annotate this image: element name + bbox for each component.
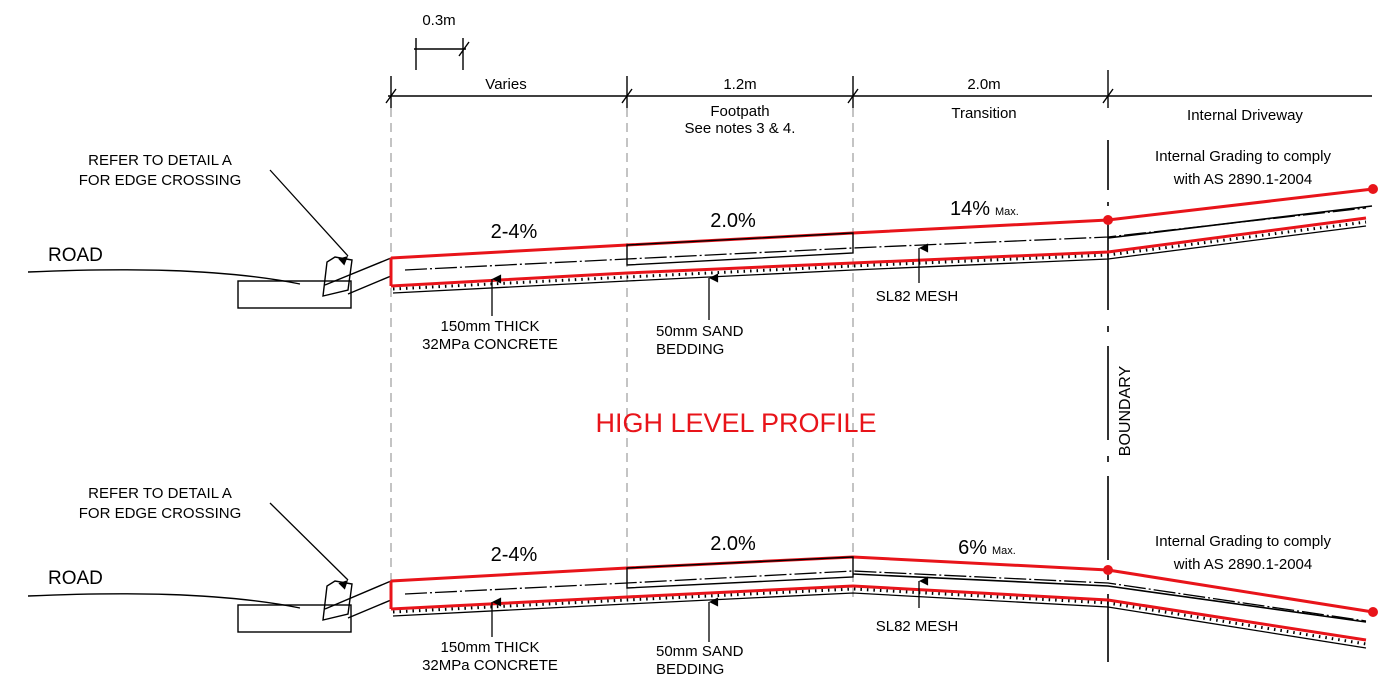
- kerb-profile: [322, 580, 353, 621]
- footpath-recess: [626, 556, 854, 589]
- slash-tick: [458, 41, 470, 57]
- footpath-width-label: 1.2m: [723, 76, 756, 93]
- driveway-end-point: [1368, 607, 1378, 617]
- driveway-end-point: [1368, 184, 1378, 194]
- mesh-label: SL82 MESH: [876, 618, 959, 635]
- edge-ref-label-line2: FOR EDGE CROSSING: [79, 172, 242, 189]
- slash-tick: [1102, 88, 1114, 104]
- concrete-label-line2: 32MPa CONCRETE: [422, 657, 558, 674]
- sand-bedding-stipple: [392, 220, 1367, 291]
- boundary-label: BOUNDARY: [1117, 365, 1134, 456]
- dimension-chain: [385, 38, 1372, 108]
- transition-width-label: 2.0m: [967, 76, 1000, 93]
- footpath-title: Footpath: [710, 103, 769, 120]
- footpath-recess: [626, 232, 854, 266]
- transition-title: Transition: [951, 105, 1016, 122]
- reinforcement-mesh: [404, 570, 1367, 622]
- concrete-label-line2: 32MPa CONCRETE: [422, 336, 558, 353]
- guide-lines: [390, 108, 854, 600]
- profile-high-level: ROAD REFER TO DETAIL A FOR EDGE CROSSING…: [27, 148, 1378, 358]
- edge-ref-label-line1: REFER TO DETAIL A: [88, 152, 232, 169]
- profile-low-level: ROAD REFER TO DETAIL A FOR EDGE CROSSING…: [27, 485, 1378, 678]
- internal-grading-line2: with AS 2890.1-2004: [1173, 556, 1312, 573]
- edge-ref-leader: [269, 169, 349, 266]
- road-surface-line: [27, 593, 301, 609]
- sand-bedding-line: [392, 592, 1367, 649]
- grade-footpath: 2.0%: [710, 210, 756, 232]
- edge-ref-label-line2: FOR EDGE CROSSING: [79, 505, 242, 522]
- sand-label-line1: 50mm SAND: [656, 323, 744, 340]
- subgrade-red: [390, 216, 1367, 288]
- boundary-level-point: [1103, 215, 1113, 225]
- internal-grading-line1: Internal Grading to comply: [1155, 533, 1331, 550]
- grade-footpath: 2.0%: [710, 533, 756, 555]
- varies-label: Varies: [485, 76, 526, 93]
- concrete-label-line1: 150mm THICK: [441, 639, 540, 656]
- grade-transition-max: Max.: [995, 206, 1019, 218]
- grade-verge: 2-4%: [491, 221, 538, 243]
- reinforcement-mesh: [404, 207, 1367, 271]
- sand-label-line2: BEDDING: [656, 661, 724, 678]
- edge-crossing-slab: [324, 257, 392, 295]
- black-top-line: [852, 573, 1367, 623]
- road-label: ROAD: [48, 568, 103, 589]
- concrete-label-line1: 150mm THICK: [441, 318, 540, 335]
- edge-ref-label-line1: REFER TO DETAIL A: [88, 485, 232, 502]
- kerb-offset-label: 0.3m: [422, 12, 455, 29]
- sand-label-line2: BEDDING: [656, 341, 724, 358]
- subgrade-red: [390, 584, 1367, 642]
- high-level-profile-title: HIGH LEVEL PROFILE: [595, 408, 876, 438]
- slash-tick: [621, 88, 633, 104]
- boundary-level-point: [1103, 565, 1113, 575]
- kerb-profile: [322, 256, 353, 297]
- edge-crossing-slab: [324, 580, 392, 619]
- grade-transition: 14%: [950, 198, 990, 220]
- slash-tick: [847, 88, 859, 104]
- mesh-label: SL82 MESH: [876, 288, 959, 305]
- road-label: ROAD: [48, 245, 103, 266]
- footpath-note: See notes 3 & 4.: [685, 120, 796, 137]
- internal-grading-line2: with AS 2890.1-2004: [1173, 171, 1312, 188]
- sand-bedding-stipple: [392, 587, 1367, 646]
- road-surface-line: [27, 269, 301, 285]
- kerb-footing: [237, 604, 352, 633]
- driveway-title: Internal Driveway: [1187, 107, 1303, 124]
- kerb-footing: [237, 280, 352, 309]
- internal-grading-line1: Internal Grading to comply: [1155, 148, 1331, 165]
- grade-transition: 6%: [958, 537, 987, 559]
- sand-bedding-line: [392, 225, 1367, 294]
- grade-transition-max: Max.: [992, 545, 1016, 557]
- grade-verge: 2-4%: [491, 544, 538, 566]
- sand-label-line1: 50mm SAND: [656, 643, 744, 660]
- edge-ref-leader: [269, 502, 349, 590]
- slash-tick: [385, 88, 397, 104]
